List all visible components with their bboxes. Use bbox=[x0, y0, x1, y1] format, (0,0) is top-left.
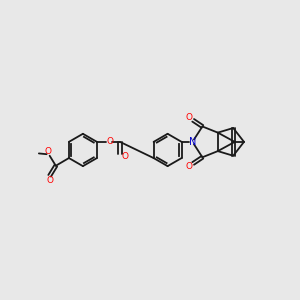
Text: O: O bbox=[106, 137, 113, 146]
Text: O: O bbox=[46, 176, 53, 185]
Text: O: O bbox=[45, 147, 52, 156]
Text: N: N bbox=[189, 137, 196, 147]
Text: O: O bbox=[185, 113, 192, 122]
Text: O: O bbox=[121, 152, 128, 161]
Text: O: O bbox=[185, 162, 192, 171]
